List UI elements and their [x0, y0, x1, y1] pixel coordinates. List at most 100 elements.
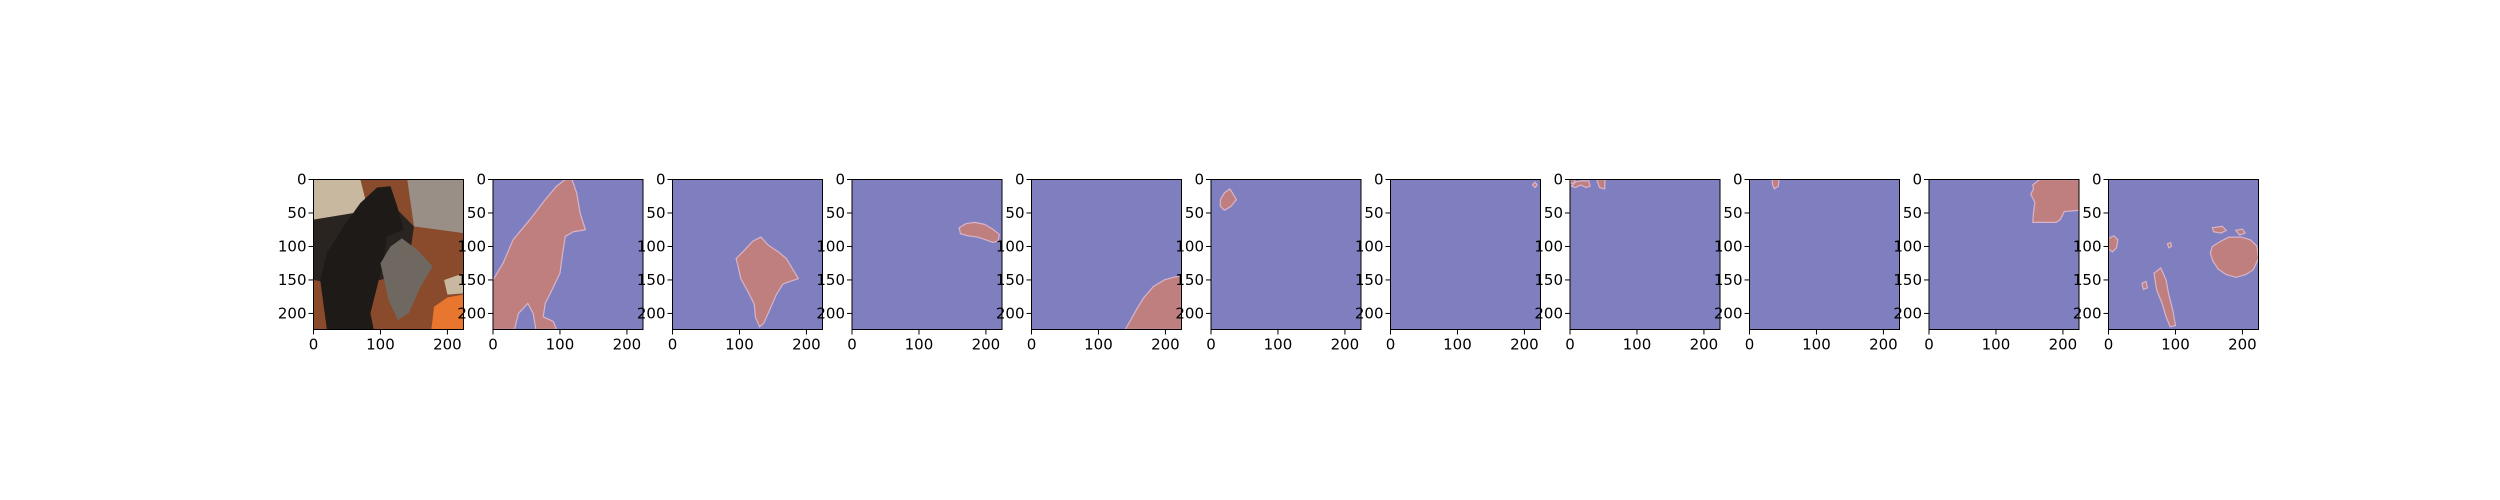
x-tick-label: 100	[366, 336, 395, 354]
mask-region-0	[958, 221, 1000, 244]
x-tick-label: 200	[2049, 336, 2078, 354]
axes-frame	[313, 179, 464, 330]
x-tick-label: 200	[2228, 336, 2257, 354]
y-tick-label: 150	[1355, 271, 1384, 289]
y-tick-label: 0	[1194, 171, 1204, 189]
x-tick-label: 200	[972, 336, 1001, 354]
mask-region-1	[2108, 235, 2119, 253]
y-tick-label: 150	[457, 271, 486, 289]
x-tick-label: 200	[1690, 336, 1719, 354]
y-tick-label: 200	[1893, 304, 1922, 322]
mask-region-2	[1596, 179, 1606, 190]
mask-region-0	[2030, 179, 2079, 223]
x-tick-label: 100	[905, 336, 934, 354]
y-tick-label: 150	[1893, 271, 1922, 289]
y-tick-label: 50	[1723, 204, 1742, 222]
x-tick-label: 0	[1924, 336, 1934, 354]
y-tick-label: 50	[1903, 204, 1922, 222]
y-tick-label: 50	[1005, 204, 1024, 222]
y-tick-label: 200	[278, 304, 307, 322]
x-tick-label: 100	[1982, 336, 2011, 354]
y-tick-label: 150	[816, 271, 845, 289]
y-tick-label: 200	[457, 304, 486, 322]
x-tick-label: 100	[1084, 336, 1113, 354]
axes-frame	[1031, 179, 1182, 330]
x-tick-label: 0	[1027, 336, 1037, 354]
y-tick-label: 50	[2082, 204, 2101, 222]
x-tick-label: 200	[792, 336, 821, 354]
photo-wall	[407, 179, 464, 234]
x-tick-label: 100	[1802, 336, 1831, 354]
y-tick-label: 100	[1893, 237, 1922, 255]
x-tick-label: 0	[1206, 336, 1216, 354]
y-tick-label: 0	[835, 171, 845, 189]
x-tick-label: 100	[725, 336, 754, 354]
y-tick-label: 150	[1175, 271, 1204, 289]
x-tick-label: 100	[2161, 336, 2190, 354]
axes-frame	[1928, 179, 2080, 330]
y-tick-label: 0	[476, 171, 486, 189]
y-tick-label: 100	[278, 237, 307, 255]
x-tick-label: 0	[1565, 336, 1575, 354]
x-tick-label: 0	[488, 336, 498, 354]
y-tick-label: 0	[1733, 171, 1743, 189]
y-tick-label: 50	[1364, 204, 1383, 222]
axes-frame	[492, 179, 644, 330]
mask-region-1	[1570, 180, 1591, 189]
mask-region-4	[2153, 267, 2177, 328]
y-tick-label: 50	[287, 204, 306, 222]
x-tick-label: 0	[309, 336, 319, 354]
axes-frame	[672, 179, 823, 330]
x-tick-label: 100	[1264, 336, 1293, 354]
y-tick-label: 200	[637, 304, 666, 322]
y-tick-label: 0	[1015, 171, 1025, 189]
y-tick-label: 0	[2092, 171, 2102, 189]
x-tick-label: 200	[433, 336, 462, 354]
mask-background	[1390, 179, 1541, 330]
y-tick-label: 100	[637, 237, 666, 255]
y-tick-label: 200	[996, 304, 1025, 322]
photo-ball	[431, 294, 464, 330]
axes-frame	[1749, 179, 1900, 330]
y-tick-label: 200	[1355, 304, 1384, 322]
axes-frame	[851, 179, 1003, 330]
x-tick-label: 200	[1331, 336, 1360, 354]
mask-region-6	[2166, 241, 2173, 249]
x-tick-label: 0	[668, 336, 678, 354]
photo-highlight	[444, 273, 464, 295]
y-tick-label: 50	[1544, 204, 1563, 222]
x-tick-label: 200	[1510, 336, 1539, 354]
y-tick-label: 150	[996, 271, 1025, 289]
y-tick-label: 200	[1175, 304, 1204, 322]
y-tick-label: 100	[1175, 237, 1204, 255]
y-tick-label: 100	[2073, 237, 2102, 255]
axes-frame	[1210, 179, 1362, 330]
y-tick-label: 150	[1534, 271, 1563, 289]
y-tick-label: 150	[2073, 271, 2102, 289]
mask-region-0	[1219, 188, 1238, 211]
y-tick-label: 50	[467, 204, 486, 222]
x-tick-label: 100	[1443, 336, 1472, 354]
y-tick-label: 0	[1912, 171, 1922, 189]
y-tick-label: 0	[1553, 171, 1563, 189]
x-tick-label: 200	[613, 336, 642, 354]
y-tick-label: 100	[1355, 237, 1384, 255]
y-tick-label: 0	[297, 171, 307, 189]
x-tick-label: 0	[1386, 336, 1396, 354]
y-tick-label: 200	[1534, 304, 1563, 322]
axes-frame	[1390, 179, 1541, 330]
mask-region-0	[1124, 275, 1182, 330]
photo-dog	[320, 186, 404, 330]
axes-frame	[1569, 179, 1721, 330]
y-tick-label: 150	[278, 271, 307, 289]
x-tick-label: 100	[1623, 336, 1652, 354]
x-tick-label: 0	[2104, 336, 2114, 354]
mask-background	[1570, 179, 1720, 330]
